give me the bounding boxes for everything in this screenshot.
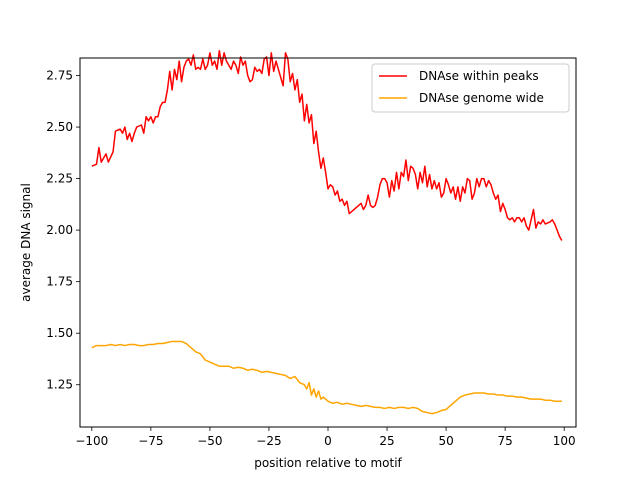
x-tick-label: −50 xyxy=(197,434,222,448)
x-tick-label: 100 xyxy=(553,434,576,448)
y-axis: 1.25 1.50 1.75 2.00 2.25 2.50 2.75 xyxy=(46,69,80,392)
y-tick-label: 2.50 xyxy=(46,120,73,134)
x-tick-label: −75 xyxy=(138,434,163,448)
series-line-within-peaks xyxy=(91,50,563,241)
x-tick-label: −100 xyxy=(75,434,108,448)
y-tick-label: 1.25 xyxy=(46,378,73,392)
y-tick-label: 1.50 xyxy=(46,326,73,340)
x-axis-label: position relative to motif xyxy=(254,456,402,470)
x-tick-label: −25 xyxy=(256,434,281,448)
x-tick-label: 0 xyxy=(324,434,332,448)
x-axis: −100 −75 −50 −25 0 25 50 75 100 xyxy=(75,427,576,448)
y-axis-label: average DNA signal xyxy=(19,183,33,302)
plot-frame xyxy=(79,57,577,428)
x-tick-label: 50 xyxy=(438,434,453,448)
series-layer xyxy=(91,50,563,415)
legend-entry-genome-wide: DNAse genome wide xyxy=(419,91,544,105)
series-line-genome-wide xyxy=(91,340,562,415)
x-tick-label: 75 xyxy=(498,434,513,448)
y-tick-label: 1.75 xyxy=(46,275,73,289)
x-tick-label: 25 xyxy=(379,434,394,448)
y-tick-label: 2.00 xyxy=(46,223,73,237)
y-tick-label: 2.75 xyxy=(46,69,73,83)
legend: DNAse within peaks DNAse genome wide xyxy=(371,63,570,113)
legend-entry-within-peaks: DNAse within peaks xyxy=(419,69,539,83)
y-tick-label: 2.25 xyxy=(46,172,73,186)
legend-box xyxy=(371,63,570,113)
